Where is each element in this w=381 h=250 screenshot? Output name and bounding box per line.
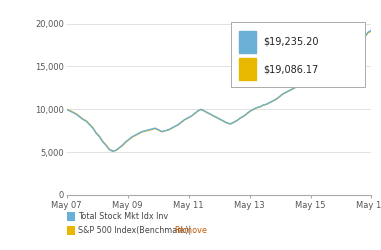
- Bar: [239, 31, 256, 53]
- Text: S&P 500 Index(Benchmark)|: S&P 500 Index(Benchmark)|: [78, 226, 191, 235]
- FancyBboxPatch shape: [231, 22, 365, 87]
- Text: Total Stock Mkt Idx Inv: Total Stock Mkt Idx Inv: [78, 212, 168, 221]
- Bar: [239, 58, 256, 80]
- Text: $19,235.20: $19,235.20: [263, 37, 319, 47]
- Text: $19,086.17: $19,086.17: [263, 64, 319, 74]
- Text: Remove: Remove: [174, 226, 207, 235]
